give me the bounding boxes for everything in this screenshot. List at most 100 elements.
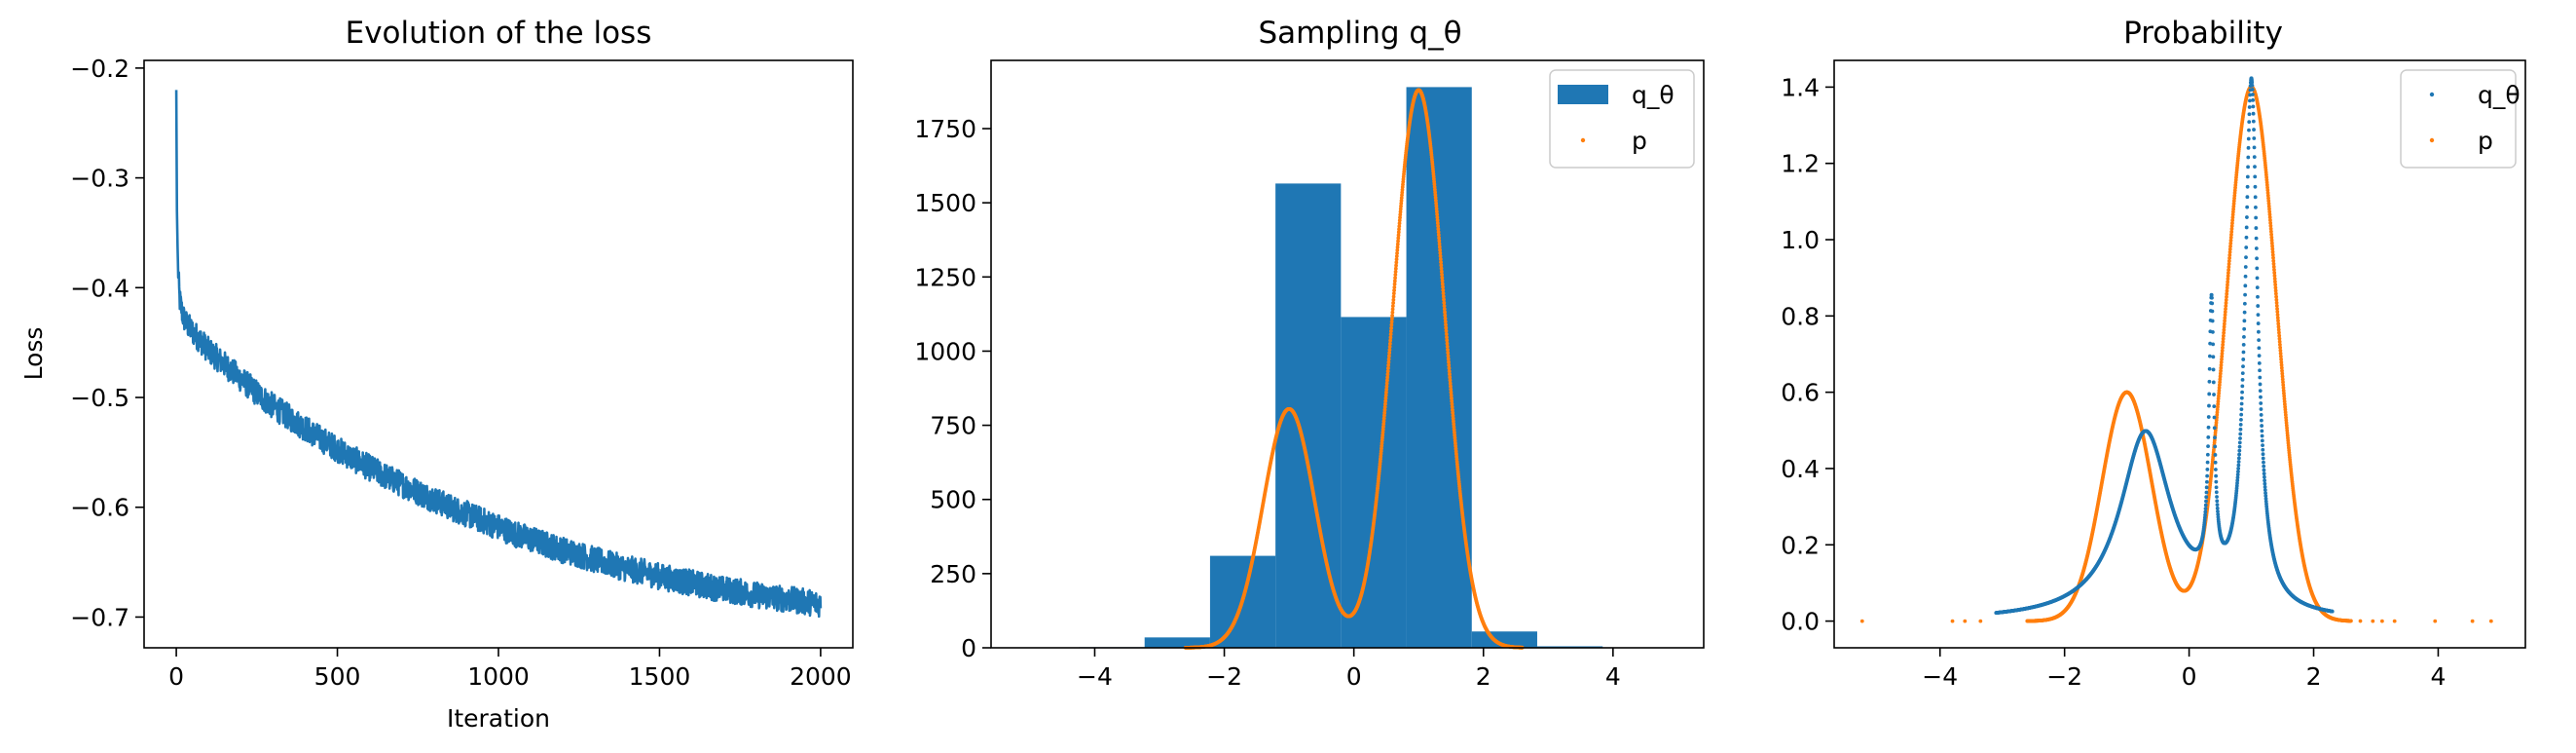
p-point — [1443, 313, 1448, 318]
p-point — [2272, 274, 2277, 278]
p-point — [1454, 446, 1458, 451]
q-point — [2206, 444, 2210, 449]
p-point — [2215, 407, 2220, 412]
y-tick-label: 1.0 — [1781, 226, 1820, 254]
q-point — [2251, 119, 2256, 124]
p-point — [2229, 232, 2233, 237]
p-outlier-point — [1978, 619, 1983, 623]
y-tick-label: 0.8 — [1781, 302, 1820, 330]
q-point — [2214, 485, 2219, 490]
p-point — [1388, 332, 1393, 337]
p-point — [1396, 236, 1401, 241]
q-point — [2236, 466, 2241, 471]
p-point — [1441, 294, 1446, 299]
q-point — [2248, 98, 2252, 103]
p-point — [1385, 372, 1390, 377]
p-point — [1441, 288, 1446, 292]
q-point — [2330, 609, 2335, 614]
p-point — [2223, 319, 2226, 323]
p-point — [2226, 282, 2229, 287]
x-tick-label: 2 — [2306, 662, 2322, 691]
p-point — [2265, 193, 2270, 198]
p-point — [1435, 215, 1440, 220]
y-tick-label: −0.4 — [70, 274, 129, 302]
q-point — [2210, 309, 2215, 314]
probability-axes-frame — [1833, 59, 2526, 649]
p-point — [2217, 383, 2222, 388]
p-point — [1382, 413, 1386, 418]
p-point — [2283, 410, 2288, 415]
p-point — [1450, 401, 1454, 406]
p-point — [2274, 300, 2279, 305]
q-point — [2207, 403, 2211, 408]
q-point — [2255, 276, 2260, 281]
p-point — [2280, 377, 2285, 382]
p-point — [2224, 297, 2228, 302]
q-point — [2204, 495, 2209, 500]
p-point — [1382, 407, 1387, 412]
p-point — [2221, 336, 2226, 341]
q-point — [2256, 313, 2261, 318]
p-point — [2266, 201, 2271, 206]
p-point — [2283, 407, 2288, 412]
p-point — [1398, 212, 1403, 217]
q-point — [2236, 460, 2241, 464]
p-point — [2275, 307, 2279, 311]
q-point — [2242, 310, 2247, 315]
q-point — [2214, 479, 2219, 484]
p-point — [2276, 319, 2280, 323]
p-point — [1440, 276, 1445, 280]
p-point — [1393, 266, 1398, 271]
p-point — [1450, 404, 1454, 409]
hist-bar — [1144, 637, 1210, 648]
q-point — [2245, 195, 2250, 200]
p-point — [1383, 398, 1388, 403]
p-point — [2218, 377, 2223, 382]
q-point — [2244, 255, 2248, 259]
p-point — [2276, 327, 2281, 332]
p-point — [2282, 391, 2286, 395]
q-point — [2245, 184, 2250, 189]
q-point — [2237, 452, 2241, 457]
p-point — [1380, 443, 1384, 448]
p-point — [2283, 413, 2288, 417]
loss-plot — [174, 90, 823, 619]
p-point — [2217, 391, 2222, 395]
p-point — [1386, 366, 1390, 370]
p-point — [1447, 362, 1452, 367]
p-point — [2232, 193, 2237, 198]
p-point — [2275, 313, 2280, 318]
p-point — [2275, 316, 2280, 320]
p-point — [1439, 263, 1444, 268]
q-point — [2263, 485, 2267, 489]
p-point — [1435, 218, 1440, 222]
p-point — [1444, 322, 1448, 327]
p-point — [2228, 235, 2233, 240]
p-point — [2267, 215, 2272, 219]
p-point — [2277, 330, 2281, 335]
y-tick-label: 1500 — [914, 189, 976, 217]
q-point — [2241, 342, 2246, 347]
loss-panel: Evolution of the loss 0 500 1000 1500 2000 −… — [19, 16, 854, 733]
q-point — [2263, 497, 2268, 501]
p-point — [1389, 320, 1394, 324]
p-point — [2231, 199, 2236, 204]
x-tick-label: 2000 — [790, 662, 852, 691]
x-tick-label: 4 — [2430, 662, 2446, 691]
q-point — [2254, 236, 2259, 241]
q-point — [2213, 435, 2217, 440]
q-point — [2207, 392, 2212, 396]
p-point — [1394, 257, 1399, 262]
p-point — [1434, 204, 1439, 208]
p-point — [1444, 328, 1449, 333]
q-point — [2263, 491, 2267, 496]
y-tick-label: 250 — [930, 560, 976, 588]
y-tick-label: 1250 — [914, 263, 976, 291]
p-point — [1449, 390, 1454, 395]
p-point — [2273, 291, 2278, 296]
p-point — [1435, 221, 1440, 225]
q-point — [2263, 478, 2267, 483]
p-point — [2280, 374, 2285, 379]
hist-bar — [1406, 87, 1472, 649]
